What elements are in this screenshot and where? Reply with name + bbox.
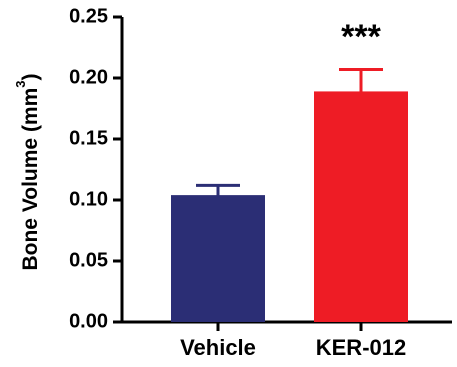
y-tick-label: 0.15 [69,127,108,149]
significance-annotation: *** [341,18,381,56]
x-axis: Vehicle KER-012 [122,320,452,360]
bars [171,91,408,322]
bar [171,195,265,322]
y-axis: 0.00 0.05 0.10 0.15 0.20 0.25 [69,5,124,332]
y-tick-label: 0.20 [69,66,108,88]
error-bars [196,67,383,198]
y-axis-label-main: Bone Volume (mm [19,88,42,271]
x-category-label: KER-012 [316,335,406,360]
y-axis-label-superscript: 3 [13,80,28,87]
y-tick-label: 0.25 [69,5,108,27]
y-axis-label: Bone Volume (mm3) [13,73,41,270]
y-axis-label-close: ) [19,73,42,80]
y-tick-label: 0.05 [69,249,108,271]
x-category-label: Vehicle [180,335,256,360]
bar [314,91,408,322]
y-tick-label: 0.00 [69,310,108,332]
annotations: *** [341,18,381,56]
y-tick-label: 0.10 [69,188,108,210]
